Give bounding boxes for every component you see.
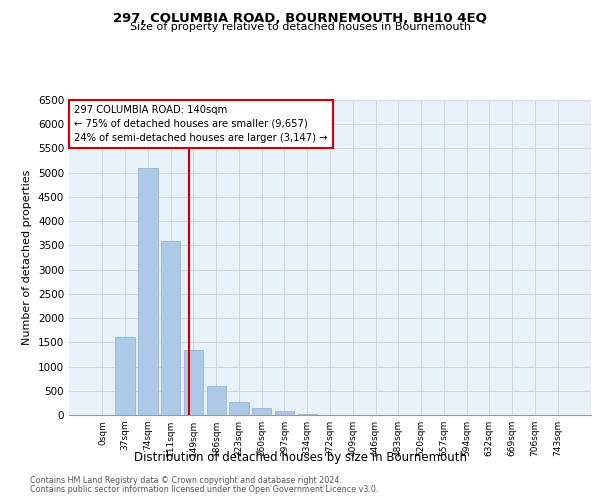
Bar [138, 168, 158, 415]
Bar [252, 408, 271, 415]
Text: Distribution of detached houses by size in Bournemouth: Distribution of detached houses by size … [133, 451, 467, 464]
Bar [229, 402, 248, 415]
Text: 297, COLUMBIA ROAD, BOURNEMOUTH, BH10 4EQ: 297, COLUMBIA ROAD, BOURNEMOUTH, BH10 4E… [113, 12, 487, 26]
Text: Contains public sector information licensed under the Open Government Licence v3: Contains public sector information licen… [30, 485, 379, 494]
Text: Contains HM Land Registry data © Crown copyright and database right 2024.: Contains HM Land Registry data © Crown c… [30, 476, 342, 485]
Bar [298, 414, 317, 415]
Bar [115, 338, 135, 415]
Bar [184, 350, 203, 415]
Bar [161, 240, 181, 415]
Y-axis label: Number of detached properties: Number of detached properties [22, 170, 32, 345]
Text: 297 COLUMBIA ROAD: 140sqm
← 75% of detached houses are smaller (9,657)
24% of se: 297 COLUMBIA ROAD: 140sqm ← 75% of detac… [74, 104, 328, 142]
Bar [275, 411, 294, 415]
Text: Size of property relative to detached houses in Bournemouth: Size of property relative to detached ho… [130, 22, 470, 32]
Bar [206, 386, 226, 415]
